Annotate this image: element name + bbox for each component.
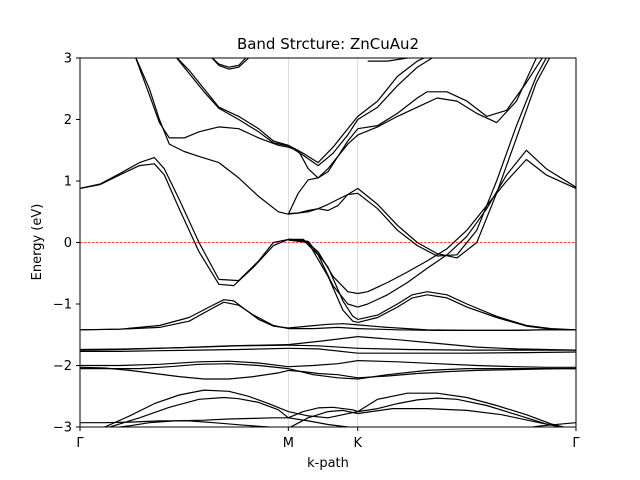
band-line-63 [211, 58, 247, 68]
x-axis-label: k-path [307, 456, 349, 471]
y-tick-label: 3 [64, 52, 72, 67]
chart-title: Band Strcture: ZnCuAu2 [237, 35, 419, 53]
band-line-18 [80, 360, 289, 368]
band-line-30 [80, 299, 289, 331]
band-line-46 [288, 192, 358, 215]
band-line-64 [367, 58, 412, 62]
band-line-10 [288, 411, 358, 419]
band-line-33 [80, 301, 289, 331]
band-line-26 [357, 347, 576, 351]
band-line-2 [528, 422, 576, 427]
band-line-19 [288, 360, 358, 368]
band-line-11 [357, 392, 567, 427]
band-line-23 [357, 351, 576, 354]
band-line-4 [289, 409, 358, 427]
band-line-9 [102, 389, 289, 427]
band-line-21 [80, 347, 289, 352]
band-line-38 [288, 239, 358, 323]
band-line-45 [357, 158, 576, 295]
y-tick-label: 2 [64, 113, 72, 128]
band-line-34 [288, 326, 358, 330]
band-line-50 [135, 58, 289, 215]
y-tick-label: −3 [53, 421, 72, 436]
band-line-25 [288, 344, 358, 349]
x-tick-label: M [283, 436, 294, 451]
band-line-0 [114, 417, 289, 427]
y-tick-label: −2 [53, 359, 72, 374]
band-lines [80, 58, 576, 427]
band-line-20 [357, 360, 576, 368]
x-tick-label: K [353, 436, 362, 451]
band-line-35 [357, 328, 576, 331]
y-axis-label: Energy (eV) [30, 204, 45, 281]
band-line-43 [80, 163, 289, 287]
band-line-8 [357, 397, 565, 427]
band-line-14 [357, 368, 576, 379]
band-line-48 [288, 187, 359, 215]
band-line-51 [287, 134, 359, 215]
band-line-28 [288, 336, 358, 346]
band-line-60 [287, 119, 359, 167]
band-line-17 [357, 368, 576, 380]
band-line-31 [288, 323, 358, 329]
y-tick-label: 1 [64, 175, 72, 190]
band-line-53 [135, 58, 289, 148]
band-line-47 [357, 58, 547, 257]
band-line-62 [211, 58, 250, 70]
band-line-52 [357, 58, 538, 136]
band-line-39 [357, 294, 576, 331]
band-line-56 [176, 58, 289, 146]
band-line-27 [80, 344, 289, 351]
band-line-16 [288, 368, 358, 380]
band-line-6 [104, 396, 289, 427]
band-line-7 [288, 406, 359, 419]
x-tick-label: Γ [572, 436, 580, 451]
band-line-44 [288, 238, 358, 295]
x-tick-label: Γ [76, 436, 84, 451]
band-line-1 [288, 417, 354, 427]
band-line-36 [288, 238, 359, 320]
band-line-61 [357, 58, 434, 121]
band-line-55 [357, 58, 543, 130]
band-line-22 [288, 347, 358, 354]
band-line-49 [357, 58, 551, 259]
y-tick-label: −1 [53, 298, 72, 313]
band-line-3 [80, 420, 279, 427]
band-line-41 [288, 238, 358, 308]
y-axis-ticks: −3 −2 −1 0 1 2 3 [53, 52, 80, 436]
band-line-57 [288, 116, 359, 164]
band-line-59 [175, 58, 289, 147]
band-line-15 [80, 363, 289, 370]
y-tick-label: 0 [64, 236, 72, 251]
band-line-29 [357, 336, 576, 351]
band-line-42 [357, 149, 576, 308]
